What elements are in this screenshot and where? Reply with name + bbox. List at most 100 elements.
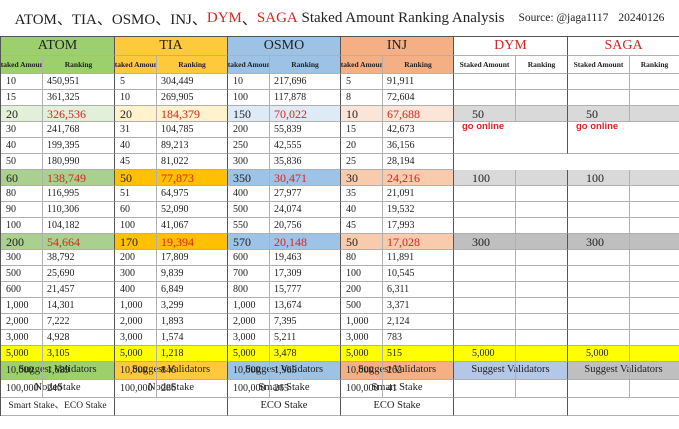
osmo-staked-amount-cell: 150: [228, 106, 270, 122]
osmo-staked-amount-cell: 500: [228, 202, 270, 218]
title-date: 20240126: [618, 12, 665, 24]
atom-ranking-cell: 361,325: [43, 90, 115, 106]
inj-ranking-cell: 91,911: [383, 74, 454, 90]
dym-staked-amount-cell: [454, 218, 516, 234]
osmo-staked-amount-cell: 700: [228, 266, 270, 282]
inj-staked-amount-cell: 40: [341, 202, 383, 218]
saga-ranking-cell: [630, 202, 679, 218]
tia-staked-amount-cell: 100,000: [115, 380, 157, 398]
tia-staked-amount-cell: 400: [115, 282, 157, 298]
osmo-ranking-cell: 20,756: [270, 218, 341, 234]
osmo-staked-amount-cell: 3,000: [228, 330, 270, 346]
tia-ranking-cell: 1,893: [157, 314, 228, 330]
atom-ranking-cell: 240: [43, 380, 115, 398]
dym-staked-amount-cell: 5,000: [454, 346, 516, 362]
osmo-ranking-cell: 35,836: [270, 154, 341, 170]
dym-ranking-cell: [516, 202, 568, 218]
saga-staked-amount-cell: [568, 314, 630, 330]
inj-staked-amount-cell: 25: [341, 154, 383, 170]
dym-staked-amount-cell: [454, 380, 516, 398]
atom-staked-amount-cell: 200: [1, 234, 43, 250]
validator-inj-2: ECO Stake: [341, 398, 454, 416]
tia-staked-amount-cell: 200: [115, 250, 157, 266]
atom-ranking-cell: 21,457: [43, 282, 115, 298]
saga-staked-amount-cell: [568, 282, 630, 298]
tia-ranking-cell: 304,449: [157, 74, 228, 90]
tia-staked-amount-cell: 20: [115, 106, 157, 122]
atom-ranking-cell: 116,995: [43, 186, 115, 202]
header-saga: SAGA: [568, 37, 679, 56]
page-title: ATOM、TIA、OSMO、INJ、 DYM 、 SAGA Staked Amo…: [0, 0, 679, 36]
saga-staked-amount-cell: [568, 298, 630, 314]
subheader-ranking: Ranking: [516, 56, 568, 74]
osmo-ranking-cell: 217,696: [270, 74, 341, 90]
tia-staked-amount-cell: 100: [115, 218, 157, 234]
dym-ranking-cell: [516, 74, 568, 90]
subheader-staked: Staked Amount: [341, 56, 383, 74]
osmo-ranking-cell: 20,148: [270, 234, 341, 250]
inj-staked-amount-cell: 1,000: [341, 314, 383, 330]
tia-staked-amount-cell: 31: [115, 122, 157, 138]
subheader-staked: Staked Amount: [1, 56, 43, 74]
inj-staked-amount-cell: 30: [341, 170, 383, 186]
subheader-ranking: Ranking: [383, 56, 454, 74]
tia-ranking-cell: 1,218: [157, 346, 228, 362]
tia-ranking-cell: 104,785: [157, 122, 228, 138]
inj-ranking-cell: 41: [383, 380, 454, 398]
atom-staked-amount-cell: 100: [1, 218, 43, 234]
dym-ranking-cell: [516, 362, 568, 380]
inj-staked-amount-cell: 100,000: [341, 380, 383, 398]
dym-staked-amount-cell: 50: [454, 106, 516, 122]
osmo-staked-amount-cell: 200: [228, 122, 270, 138]
inj-staked-amount-cell: 10: [341, 106, 383, 122]
tia-ranking-cell: 286: [157, 380, 228, 398]
tia-staked-amount-cell: 10,000: [115, 362, 157, 380]
tia-ranking-cell: 89,213: [157, 138, 228, 154]
subheader-staked: Staked Amount: [454, 56, 516, 74]
tia-ranking-cell: 81,022: [157, 154, 228, 170]
dym-ranking-cell: [516, 170, 568, 186]
tia-staked-amount-cell: 3,000: [115, 330, 157, 346]
dym-staked-amount-cell: [454, 298, 516, 314]
dym-ranking-cell: [516, 298, 568, 314]
osmo-staked-amount-cell: 100,000: [228, 380, 270, 398]
atom-ranking-cell: 1,689: [43, 362, 115, 380]
title-saga: SAGA: [256, 9, 298, 26]
inj-ranking-cell: 783: [383, 330, 454, 346]
validator-tia-2: [115, 398, 228, 416]
dym-staked-amount-cell: [454, 186, 516, 202]
inj-staked-amount-cell: 45: [341, 218, 383, 234]
saga-ranking-cell: [630, 186, 679, 202]
inj-ranking-cell: 24,216: [383, 170, 454, 186]
inj-staked-amount-cell: 35: [341, 186, 383, 202]
atom-ranking-cell: 138,749: [43, 170, 115, 186]
validator-dym-2: [454, 398, 568, 416]
inj-staked-amount-cell: 50: [341, 234, 383, 250]
dym-staked-amount-cell: 100: [454, 170, 516, 186]
osmo-staked-amount-cell: 5,000: [228, 346, 270, 362]
title-dym: DYM: [206, 9, 242, 26]
inj-ranking-cell: 262: [383, 362, 454, 380]
inj-ranking-cell: 10,545: [383, 266, 454, 282]
inj-staked-amount-cell: 10,000: [341, 362, 383, 380]
dym-staked-amount-cell: [454, 202, 516, 218]
atom-staked-amount-cell: 100,000: [1, 380, 43, 398]
saga-ranking-cell: [630, 330, 679, 346]
saga-staked-amount-cell: [568, 380, 630, 398]
dym-staked-amount-cell: [454, 266, 516, 282]
inj-ranking-cell: 6,311: [383, 282, 454, 298]
tia-staked-amount-cell: 170: [115, 234, 157, 250]
atom-ranking-cell: 241,768: [43, 122, 115, 138]
dym-ranking-cell: [516, 314, 568, 330]
osmo-ranking-cell: 13,674: [270, 298, 341, 314]
saga-ranking-cell: [630, 314, 679, 330]
osmo-ranking-cell: 30,471: [270, 170, 341, 186]
saga-staked-amount-cell: [568, 186, 630, 202]
dym-staked-amount-cell: [454, 362, 516, 380]
tia-ranking-cell: 3,299: [157, 298, 228, 314]
saga-ranking-cell: [630, 282, 679, 298]
atom-ranking-cell: 110,306: [43, 202, 115, 218]
dym-staked-amount-cell: [454, 90, 516, 106]
tia-staked-amount-cell: 5: [115, 74, 157, 90]
tia-ranking-cell: 19,394: [157, 234, 228, 250]
